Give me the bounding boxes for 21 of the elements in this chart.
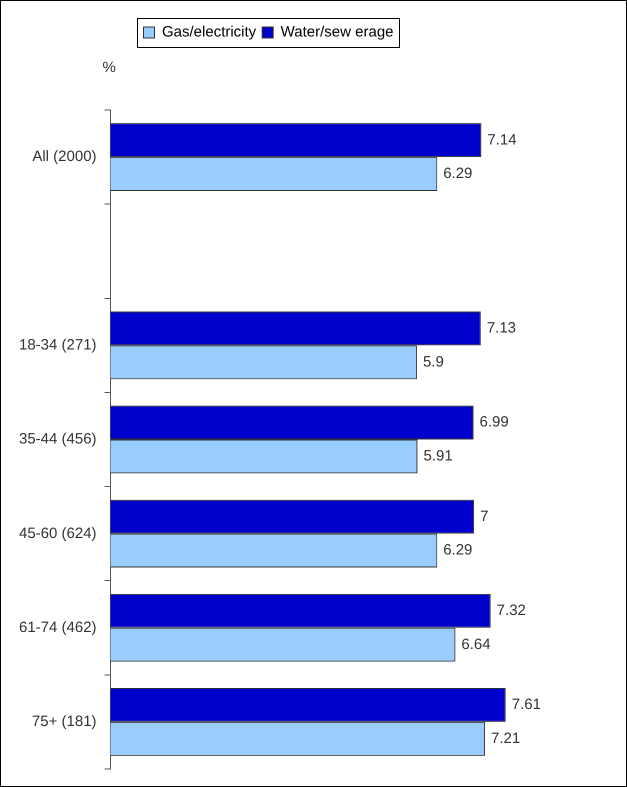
data-label: 7.61	[512, 696, 541, 714]
data-label: 7	[480, 508, 488, 525]
data-label: 5.91	[423, 448, 453, 465]
y-tick-label: 61-74 (462)	[18, 618, 97, 636]
y-tick-label: All (2000)	[32, 148, 97, 166]
data-label: 6.99	[480, 414, 509, 431]
x-axis-title: %	[102, 59, 116, 76]
data-label: 6.29	[443, 165, 472, 182]
data-label: 7.14	[487, 131, 517, 148]
data-label: 7.32	[496, 602, 526, 619]
data-label: 6.64	[461, 636, 491, 653]
y-tick-label: 45-60 (624)	[18, 524, 97, 542]
y-tick-label: 35-44 (456)	[18, 430, 97, 448]
data-label: 6.29	[443, 542, 472, 559]
y-tick-label: 18-34 (271)	[18, 336, 97, 354]
data-label: 5.9	[422, 353, 444, 370]
legend-label: Gas/electricity	[162, 24, 257, 41]
data-label: 7.21	[490, 730, 520, 748]
legend-label: Water/sew erage	[280, 24, 394, 41]
data-label: 7.13	[486, 320, 516, 337]
y-tick-label: 75+ (181)	[32, 713, 97, 730]
